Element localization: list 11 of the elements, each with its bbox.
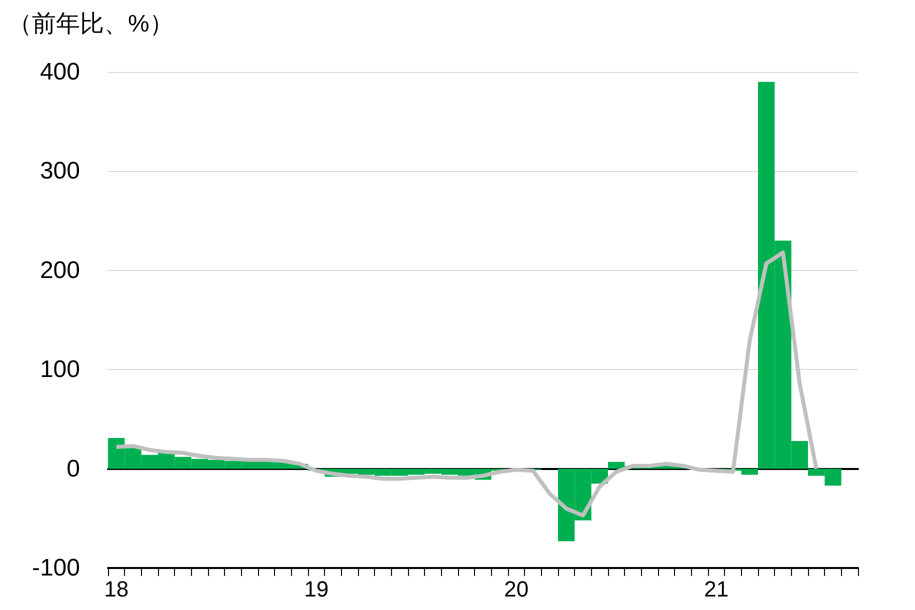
y-tick-label: 0: [66, 455, 80, 482]
y-axis-title: （前年比、%）: [8, 10, 174, 38]
x-tick-label: 20: [504, 576, 529, 602]
x-tick-label: 19: [304, 576, 329, 602]
x-tick-label: 21: [704, 576, 729, 602]
y-tick-label: 100: [40, 356, 80, 384]
y-tick-label: -100: [32, 554, 80, 582]
x-tick-label: 18: [104, 576, 129, 602]
y-tick-label: 200: [40, 256, 80, 284]
y-tick-label: 300: [40, 158, 80, 185]
y-tick-label: 400: [40, 58, 80, 86]
